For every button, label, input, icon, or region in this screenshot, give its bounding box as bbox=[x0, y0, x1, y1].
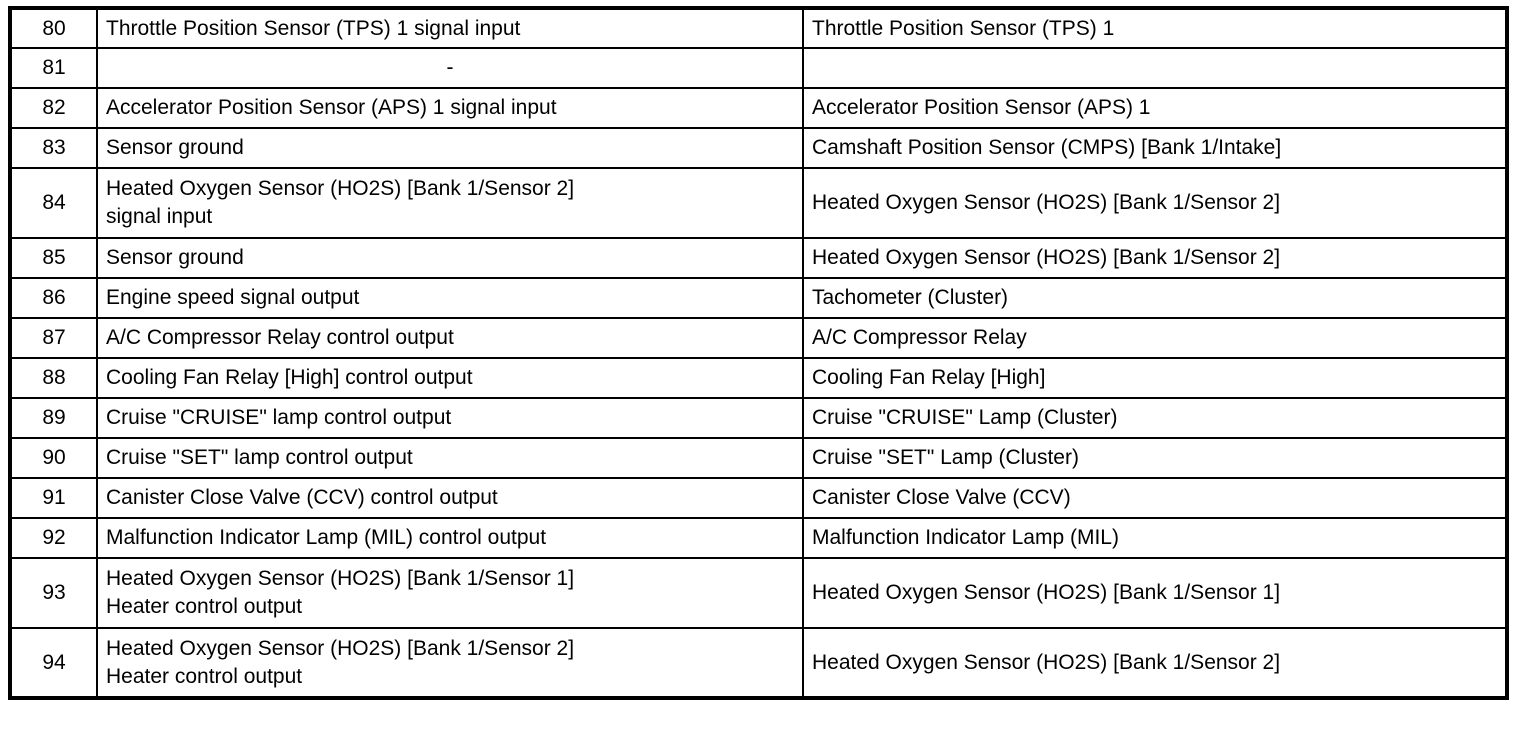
pin-description-cell: Heated Oxygen Sensor (HO2S) [Bank 1/Sens… bbox=[96, 167, 804, 239]
pin-connection-cell: Tachometer (Cluster) bbox=[802, 277, 1508, 319]
pin-description-cell: Sensor ground bbox=[96, 237, 804, 279]
pin-number-cell: 82 bbox=[9, 87, 98, 129]
table-row: 89 Cruise "CRUISE" lamp control output C… bbox=[9, 397, 1508, 439]
table-row: 81 - bbox=[9, 47, 1508, 89]
pin-number-cell: 93 bbox=[9, 557, 98, 629]
pin-number-cell: 90 bbox=[9, 437, 98, 479]
pin-number-cell: 85 bbox=[9, 237, 98, 279]
pin-description-cell: Throttle Position Sensor (TPS) 1 signal … bbox=[96, 7, 804, 49]
table-row: 92 Malfunction Indicator Lamp (MIL) cont… bbox=[9, 517, 1508, 559]
pin-description-cell: - bbox=[96, 47, 804, 89]
pin-connection-cell: Cruise "SET" Lamp (Cluster) bbox=[802, 437, 1508, 479]
pin-number-cell: 92 bbox=[9, 517, 98, 559]
pin-connection-cell: Heated Oxygen Sensor (HO2S) [Bank 1/Sens… bbox=[802, 627, 1508, 699]
table-row: 91 Canister Close Valve (CCV) control ou… bbox=[9, 477, 1508, 519]
pin-number-cell: 81 bbox=[9, 47, 98, 89]
pin-description-cell: Accelerator Position Sensor (APS) 1 sign… bbox=[96, 87, 804, 129]
pin-connection-cell: Malfunction Indicator Lamp (MIL) bbox=[802, 517, 1508, 559]
pin-number-cell: 91 bbox=[9, 477, 98, 519]
pin-description-cell: Cruise "CRUISE" lamp control output bbox=[96, 397, 804, 439]
pin-description-cell: Malfunction Indicator Lamp (MIL) control… bbox=[96, 517, 804, 559]
pin-connection-cell: Cooling Fan Relay [High] bbox=[802, 357, 1508, 399]
pin-number-cell: 94 bbox=[9, 627, 98, 699]
table-row: 94 Heated Oxygen Sensor (HO2S) [Bank 1/S… bbox=[9, 627, 1508, 699]
pin-connection-cell: Heated Oxygen Sensor (HO2S) [Bank 1/Sens… bbox=[802, 557, 1508, 629]
table-row: 85 Sensor ground Heated Oxygen Sensor (H… bbox=[9, 237, 1508, 279]
table-row: 80 Throttle Position Sensor (TPS) 1 sign… bbox=[9, 7, 1508, 49]
pin-number-cell: 83 bbox=[9, 127, 98, 169]
ecu-pinout-table: 80 Throttle Position Sensor (TPS) 1 sign… bbox=[8, 6, 1509, 700]
pin-number-cell: 86 bbox=[9, 277, 98, 319]
table-row: 88 Cooling Fan Relay [High] control outp… bbox=[9, 357, 1508, 399]
table-row: 83 Sensor ground Camshaft Position Senso… bbox=[9, 127, 1508, 169]
pin-connection-cell: Camshaft Position Sensor (CMPS) [Bank 1/… bbox=[802, 127, 1508, 169]
pin-connection-cell: A/C Compressor Relay bbox=[802, 317, 1508, 359]
table-row: 82 Accelerator Position Sensor (APS) 1 s… bbox=[9, 87, 1508, 129]
pin-number-cell: 87 bbox=[9, 317, 98, 359]
pin-description-cell: Canister Close Valve (CCV) control outpu… bbox=[96, 477, 804, 519]
pin-connection-cell: Canister Close Valve (CCV) bbox=[802, 477, 1508, 519]
pin-number-cell: 80 bbox=[9, 7, 98, 49]
pin-description-cell: Heated Oxygen Sensor (HO2S) [Bank 1/Sens… bbox=[96, 557, 804, 629]
table-row: 87 A/C Compressor Relay control output A… bbox=[9, 317, 1508, 359]
pin-connection-cell: Heated Oxygen Sensor (HO2S) [Bank 1/Sens… bbox=[802, 237, 1508, 279]
table-row: 93 Heated Oxygen Sensor (HO2S) [Bank 1/S… bbox=[9, 557, 1508, 629]
pin-connection-cell bbox=[802, 47, 1508, 89]
pin-number-cell: 89 bbox=[9, 397, 98, 439]
pin-description-cell: Cooling Fan Relay [High] control output bbox=[96, 357, 804, 399]
table-row: 84 Heated Oxygen Sensor (HO2S) [Bank 1/S… bbox=[9, 167, 1508, 239]
pin-connection-cell: Cruise "CRUISE" Lamp (Cluster) bbox=[802, 397, 1508, 439]
table-row: 90 Cruise "SET" lamp control output Crui… bbox=[9, 437, 1508, 479]
pin-description-cell: Engine speed signal output bbox=[96, 277, 804, 319]
table-row: 86 Engine speed signal output Tachometer… bbox=[9, 277, 1508, 319]
pin-connection-cell: Accelerator Position Sensor (APS) 1 bbox=[802, 87, 1508, 129]
pin-number-cell: 84 bbox=[9, 167, 98, 239]
pin-description-cell: Cruise "SET" lamp control output bbox=[96, 437, 804, 479]
pin-connection-cell: Throttle Position Sensor (TPS) 1 bbox=[802, 7, 1508, 49]
pin-description-cell: A/C Compressor Relay control output bbox=[96, 317, 804, 359]
pin-number-cell: 88 bbox=[9, 357, 98, 399]
pin-description-cell: Sensor ground bbox=[96, 127, 804, 169]
pin-description-cell: Heated Oxygen Sensor (HO2S) [Bank 1/Sens… bbox=[96, 627, 804, 699]
pin-connection-cell: Heated Oxygen Sensor (HO2S) [Bank 1/Sens… bbox=[802, 167, 1508, 239]
